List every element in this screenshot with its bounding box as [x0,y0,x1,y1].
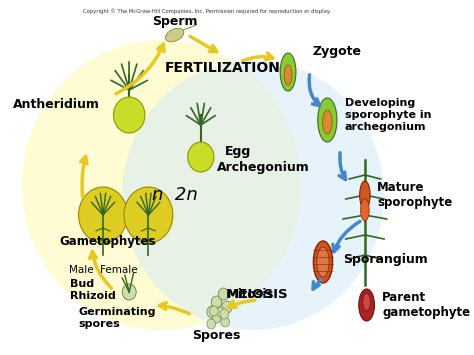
FancyArrowPatch shape [243,53,273,61]
Text: Archegonium: Archegonium [217,162,309,175]
Text: Zygote: Zygote [312,45,362,59]
Circle shape [210,306,218,316]
Text: Parent
gametophyte: Parent gametophyte [383,291,471,319]
FancyArrowPatch shape [228,300,255,307]
FancyArrowPatch shape [81,157,87,197]
FancyArrowPatch shape [90,252,111,288]
Circle shape [124,187,173,243]
Circle shape [221,317,229,327]
Text: MEIOSIS: MEIOSIS [226,289,289,301]
FancyArrowPatch shape [339,153,346,179]
Ellipse shape [313,241,333,283]
FancyArrowPatch shape [190,36,217,52]
Text: Copyright © The McGraw-Hill Companies, Inc. Permission required for reproduction: Copyright © The McGraw-Hill Companies, I… [83,8,331,13]
Ellipse shape [284,65,292,85]
Circle shape [113,97,145,133]
Circle shape [122,284,136,300]
Ellipse shape [122,60,384,330]
Text: Antheridium: Antheridium [13,98,100,111]
Text: Male  Female: Male Female [69,265,137,275]
Text: Mature
sporophyte: Mature sporophyte [377,181,452,209]
Text: Egg: Egg [225,146,252,158]
FancyArrowPatch shape [159,303,190,314]
Text: n  2n: n 2n [152,186,198,204]
FancyArrowPatch shape [116,44,164,94]
Ellipse shape [317,247,329,277]
Text: Spores: Spores [192,328,241,342]
FancyArrowPatch shape [309,75,319,106]
Circle shape [207,319,216,329]
Circle shape [211,296,222,308]
Circle shape [218,288,229,300]
Ellipse shape [363,293,371,311]
Text: Gametophytes: Gametophytes [59,235,156,248]
Circle shape [207,306,218,318]
Circle shape [220,309,229,319]
Circle shape [217,307,225,317]
Ellipse shape [361,199,369,221]
Text: Sperm: Sperm [152,16,197,28]
Ellipse shape [165,28,184,42]
Text: Mitosis: Mitosis [227,289,274,301]
Ellipse shape [322,110,332,134]
Circle shape [212,313,221,323]
Text: FERTILIZATION: FERTILIZATION [164,61,281,75]
Text: Sporangium: Sporangium [343,253,428,267]
Circle shape [188,142,214,172]
FancyArrowPatch shape [313,280,321,289]
Ellipse shape [318,98,337,142]
Text: Developing
sporophyte in
archegonium: Developing sporophyte in archegonium [345,98,431,132]
Ellipse shape [360,181,370,209]
Ellipse shape [22,40,301,330]
FancyArrowPatch shape [333,222,360,252]
Text: Bud
Rhizoid: Bud Rhizoid [70,279,116,301]
Text: Germinating
spores: Germinating spores [79,307,156,329]
Circle shape [79,187,128,243]
Ellipse shape [280,53,296,91]
Ellipse shape [359,289,374,321]
Circle shape [222,301,232,313]
